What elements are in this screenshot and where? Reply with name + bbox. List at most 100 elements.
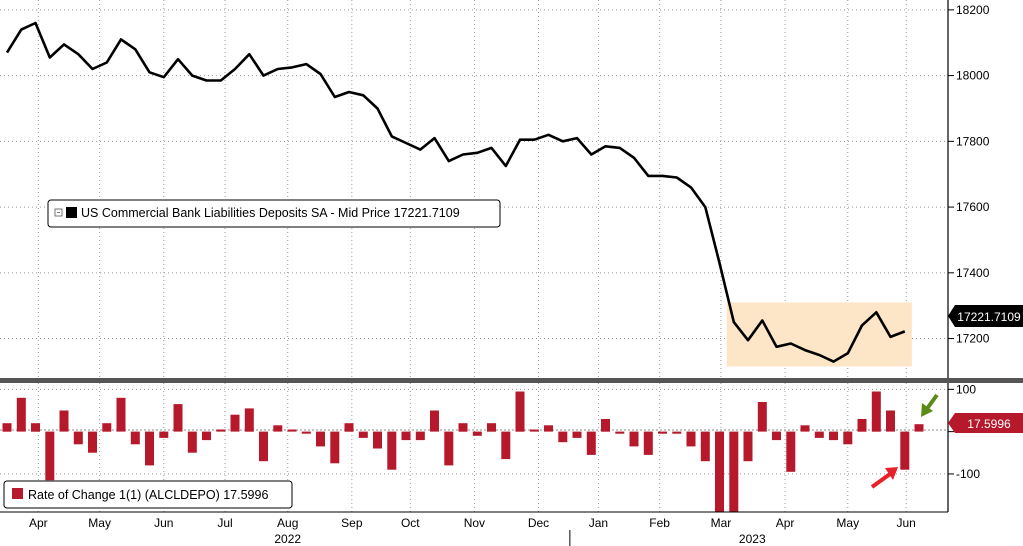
- bottom-legend[interactable]: Rate of Change 1(1) (ALCLDEPO) 17.5996: [3, 480, 293, 509]
- rate-bar: [800, 425, 810, 432]
- rate-bar: [173, 404, 183, 432]
- month-label: Apr: [29, 516, 48, 530]
- rate-bar: [387, 431, 397, 470]
- bottom-last-value-tag: 17.5996: [948, 413, 1023, 433]
- panel-separator[interactable]: [0, 378, 1023, 383]
- rate-bar: [586, 431, 596, 455]
- top-last-value-label: 17221.7109: [957, 310, 1021, 324]
- rate-bar: [700, 431, 710, 462]
- legend-swatch-black: [66, 207, 77, 218]
- rate-of-change-bars: [2, 391, 924, 512]
- rate-bar: [743, 431, 753, 462]
- deposits-series-line: [5, 21, 906, 363]
- rate-bar: [529, 429, 539, 432]
- top-y-tick-label: 17600: [956, 200, 990, 214]
- rate-bar: [487, 423, 496, 432]
- month-label: Aug: [277, 516, 298, 530]
- rate-bar: [672, 431, 682, 434]
- rate-bar: [458, 423, 468, 432]
- rate-bar: [187, 431, 197, 453]
- rate-bar: [544, 425, 553, 432]
- rate-bar: [316, 431, 325, 447]
- rate-bar: [886, 410, 895, 432]
- rate-bar: [301, 431, 311, 434]
- rate-bar: [16, 397, 26, 432]
- x-axis-month-labels: Apr May Jun Jul Aug Sep Oct Nov Dec Jan Feb Mar Apr M…: [29, 516, 916, 530]
- top-y-tick-label: 17200: [956, 332, 990, 346]
- rate-bar: [230, 414, 240, 432]
- rate-bar: [358, 431, 368, 438]
- rate-bar: [601, 419, 610, 432]
- rate-bar: [202, 431, 211, 441]
- rate-bar: [515, 391, 525, 432]
- rate-bar: [2, 423, 12, 432]
- rate-bar: [843, 431, 853, 445]
- month-label: Apr: [776, 516, 795, 530]
- bottom-y-tick-label: -100: [956, 467, 980, 481]
- rate-bar: [45, 431, 55, 481]
- top-legend-label: US Commercial Bank Liabilities Deposits …: [81, 206, 460, 220]
- top-y-axis-ticks: 17200 17400 17600 17800 18000 18200: [948, 3, 990, 346]
- rate-bar: [259, 431, 268, 462]
- rate-bar: [31, 423, 40, 432]
- rate-bar: [430, 410, 439, 432]
- highlight-box: [726, 302, 912, 367]
- bottom-last-value-label: 17.5996: [967, 417, 1011, 431]
- rate-bar: [871, 391, 881, 432]
- rate-bar: [344, 423, 354, 432]
- rate-bar: [102, 423, 112, 432]
- rate-bar: [116, 397, 126, 432]
- rate-bar: [857, 419, 867, 432]
- month-label: Jan: [589, 516, 608, 530]
- rate-bar: [273, 425, 283, 432]
- rate-bar: [729, 431, 739, 512]
- rate-bar: [415, 431, 425, 441]
- month-label: Oct: [401, 516, 420, 530]
- rate-bar: [501, 431, 511, 460]
- top-y-tick-label: 17400: [956, 266, 990, 280]
- month-label: Nov: [464, 516, 485, 530]
- top-last-value-tag: 17221.7109: [948, 305, 1023, 327]
- rate-bar: [786, 431, 796, 472]
- year-label: 2022: [274, 532, 301, 546]
- year-label: 2023: [739, 532, 766, 546]
- rate-bar: [829, 431, 838, 441]
- month-label: May: [88, 516, 111, 530]
- rate-bar: [686, 431, 696, 447]
- rate-bar: [216, 429, 226, 432]
- rate-bar: [572, 431, 582, 438]
- rate-bar: [330, 431, 340, 464]
- month-label: Feb: [649, 516, 670, 530]
- top-y-tick-label: 18200: [956, 3, 990, 17]
- green-arrow-icon: [921, 393, 939, 417]
- rate-bar: [159, 431, 169, 438]
- rate-bar: [914, 424, 924, 432]
- rate-bar: [73, 431, 83, 445]
- month-label: Dec: [528, 516, 549, 530]
- rate-bar: [629, 431, 639, 447]
- rate-bar: [814, 431, 824, 438]
- rate-bar: [444, 431, 454, 466]
- rate-bar: [401, 431, 411, 441]
- month-label: Jul: [217, 516, 232, 530]
- rate-bar: [772, 431, 781, 441]
- month-label: May: [836, 516, 859, 530]
- rate-bar: [757, 402, 767, 432]
- x-axis-year-labels: 2022 2023: [274, 530, 766, 546]
- rate-bar: [643, 431, 653, 455]
- rate-bar: [373, 431, 382, 449]
- rate-bar: [658, 431, 667, 434]
- rate-bar: [130, 431, 140, 445]
- rate-bar: [900, 431, 910, 470]
- month-label: Jun: [154, 516, 173, 530]
- legend-swatch-red: [12, 488, 23, 499]
- rate-bar: [59, 410, 69, 432]
- top-legend[interactable]: US Commercial Bank Liabilities Deposits …: [47, 199, 501, 228]
- rate-bar: [145, 431, 154, 466]
- rate-bar: [472, 431, 482, 436]
- rate-bar: [88, 431, 97, 453]
- bottom-legend-label: Rate of Change 1(1) (ALCLDEPO) 17.5996: [28, 488, 268, 502]
- month-label: Sep: [341, 516, 363, 530]
- rate-bar: [615, 431, 625, 434]
